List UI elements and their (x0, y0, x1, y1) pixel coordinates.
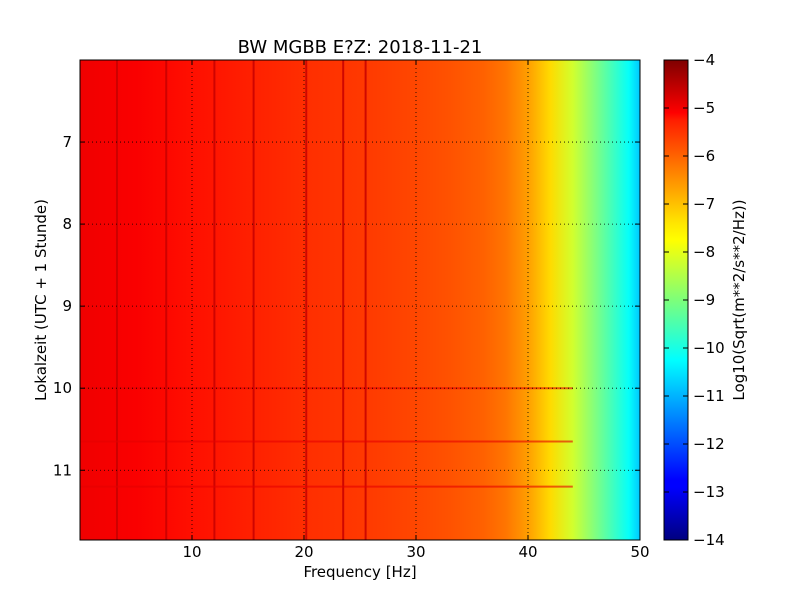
colorbar-tick-label: −12 (693, 435, 725, 453)
spectrogram-background (80, 60, 640, 540)
colorbar-tick-label: −14 (693, 531, 725, 549)
x-tick-label: 30 (406, 543, 425, 561)
plot-area: 10 20 30 40 50 7 8 9 10 11 (53, 59, 650, 561)
x-tick-label: 50 (630, 543, 649, 561)
x-tick-label: 10 (182, 543, 201, 561)
grid (80, 60, 641, 540)
colorbar-tick-label: −7 (693, 195, 715, 213)
x-tick-label: 20 (294, 543, 313, 561)
y-ticks: 7 8 9 10 11 (53, 133, 640, 479)
y-axis-label: Lokalzeit (UTC + 1 Stunde) (32, 199, 50, 401)
colorbar-tick-label: −8 (693, 243, 715, 261)
colorbar-label: Log10(Sqrt(m**2/s**2/Hz)) (730, 199, 748, 400)
x-ticks: 10 20 30 40 50 (182, 60, 650, 561)
colorbar-tick-label: −13 (693, 483, 725, 501)
colorbar-tick-label: −6 (693, 147, 715, 165)
colorbar-tick-label: −5 (693, 99, 715, 117)
colorbar-tick-label: −9 (693, 291, 715, 309)
spectral-lines (115, 60, 367, 540)
x-axis-label: Frequency [Hz] (303, 563, 416, 581)
colorbar: −4 −5 −6 −7 −8 −9 −10 −11 −12 −13 −14 Log10(Sqrt(m… (663, 51, 748, 549)
x-tick-label: 40 (518, 543, 537, 561)
plot-frame (79, 59, 641, 541)
y-tick-label: 9 (62, 297, 72, 315)
broadband-events (80, 387, 573, 488)
colorbar-tick-label: −10 (693, 339, 725, 357)
colorbar-ticks: −4 −5 −6 −7 −8 −9 −10 −11 −12 −13 −14 (664, 51, 725, 549)
chart-title: BW MGBB E?Z: 2018-11-21 (238, 37, 483, 58)
y-tick-label: 10 (53, 379, 72, 397)
colorbar-tick-label: −4 (693, 51, 715, 69)
colorbar-tick-label: −11 (693, 387, 725, 405)
y-tick-label: 7 (62, 133, 72, 151)
y-tick-label: 11 (53, 461, 72, 479)
y-tick-label: 8 (62, 215, 72, 233)
